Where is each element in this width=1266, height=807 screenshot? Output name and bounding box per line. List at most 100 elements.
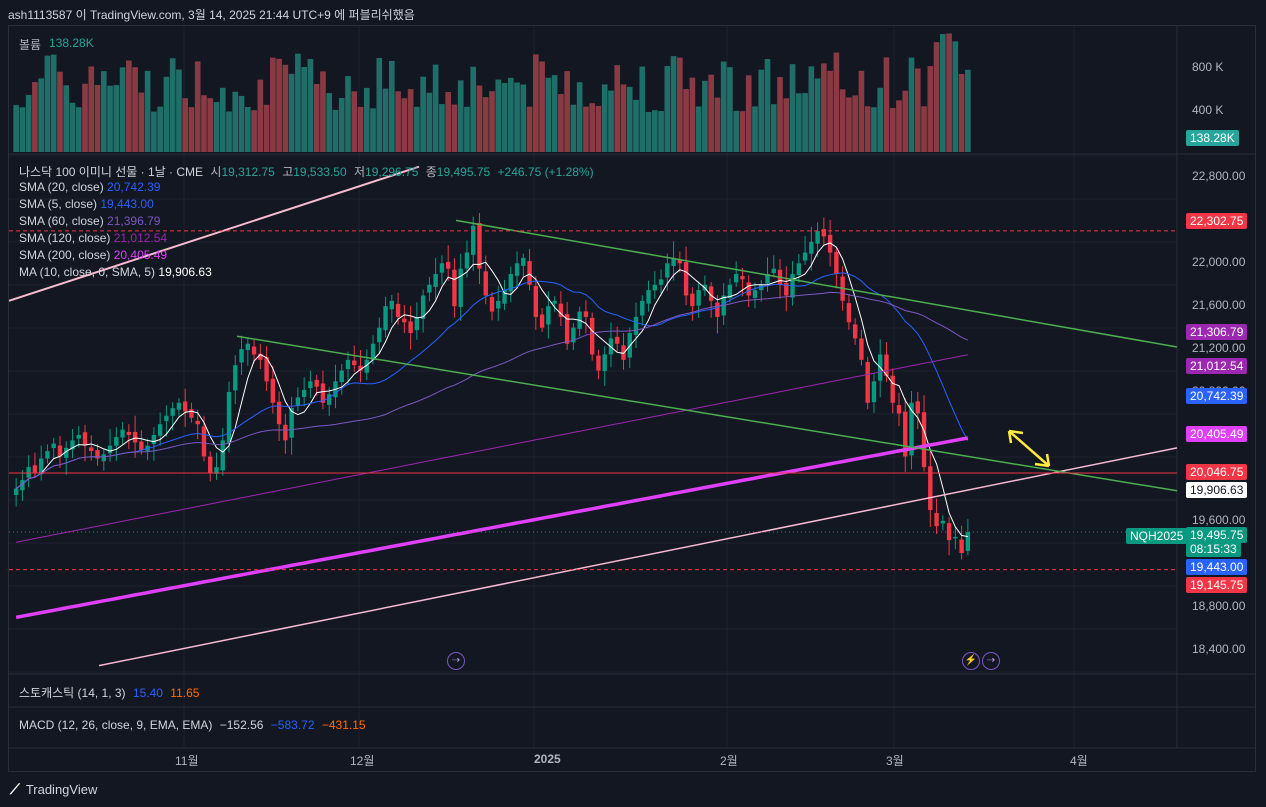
macd-signal: −431.15: [321, 718, 366, 732]
candle-body: [208, 456, 213, 473]
lightning-event-icon[interactable]: ⚡: [962, 652, 980, 670]
candle-body: [746, 282, 751, 296]
candle-body: [126, 431, 132, 435]
footer: ⟋ TradingView: [10, 781, 97, 798]
volume-bar: [276, 58, 282, 152]
price-tag: 21,306.79: [1186, 324, 1248, 340]
volume-bar: [32, 82, 38, 152]
volume-bar: [301, 66, 307, 152]
candle-body: [558, 303, 564, 317]
indicator-row[interactable]: MA (10, close, 0, SMA, 5) 19,906.63: [19, 265, 212, 279]
volume-bar: [295, 53, 301, 152]
volume-bar: [50, 54, 57, 152]
volume-bar: [514, 82, 520, 152]
volume-bar: [382, 88, 389, 152]
candle-body: [765, 274, 770, 284]
indicator-name: SMA (120, close): [19, 231, 111, 245]
candle-body: [514, 263, 520, 276]
volume-bar: [914, 68, 921, 152]
candle-body: [546, 306, 551, 325]
candle-body: [802, 252, 808, 261]
chart-canvas[interactable]: [9, 26, 1256, 772]
volume-bar: [138, 92, 145, 152]
candle-body: [314, 379, 319, 387]
volume-bar: [332, 109, 339, 152]
volume-bar: [839, 89, 846, 152]
indicator-row[interactable]: SMA (60, close) 21,396.79: [19, 214, 160, 228]
indicator-row[interactable]: SMA (200, close) 20,405.49: [19, 248, 167, 262]
price-tick: 21,200.00: [1192, 341, 1246, 356]
chart-frame[interactable]: 볼륨 138.28K 나스닥 100 이미니 선물 · 1날 · CME 시19…: [8, 25, 1256, 772]
candle-body: [809, 241, 814, 254]
candle-body: [201, 426, 207, 457]
indicator-name: SMA (20, close): [19, 180, 104, 194]
volume-bar: [388, 60, 395, 152]
volume-bar: [871, 107, 877, 152]
candle-body: [596, 355, 601, 371]
volume-bar: [507, 77, 514, 152]
candle-body: [827, 234, 833, 253]
candle-body: [564, 314, 570, 344]
macd-hist: −152.56: [219, 718, 264, 732]
price-tag: 08:15:33: [1186, 541, 1241, 557]
volume-bar: [558, 94, 564, 152]
candle-body: [552, 300, 557, 304]
volume-bar: [282, 64, 289, 152]
sma20-line: [15, 272, 969, 490]
price-tick: 22,800.00: [1192, 169, 1246, 184]
volume-bar: [576, 82, 583, 152]
sma120-line: [15, 354, 968, 543]
volume-bar: [758, 69, 765, 152]
candle-body: [940, 520, 946, 524]
price-tag: 20,742.39: [1186, 388, 1248, 404]
indicator-row[interactable]: SMA (5, close) 19,443.00: [19, 197, 154, 211]
volume-bar: [940, 34, 946, 152]
candle-body: [859, 338, 864, 360]
indicator-value: 19,443.00: [97, 197, 154, 211]
candle-body: [395, 303, 401, 317]
volume-bar: [689, 77, 696, 152]
volume-bar: [182, 98, 189, 152]
indicator-row[interactable]: SMA (20, close) 20,742.39: [19, 180, 160, 194]
dividend-event-icon[interactable]: ⇢: [447, 652, 465, 670]
volume-bar: [188, 107, 195, 152]
volume-bar: [464, 106, 470, 152]
candle-body: [921, 412, 927, 468]
volume-bar: [896, 100, 902, 152]
volume-bar: [733, 110, 740, 152]
candle-body: [852, 324, 858, 339]
stoch-d: 11.65: [170, 686, 200, 700]
candle-body: [633, 316, 639, 335]
indicator-name: SMA (60, close): [19, 214, 104, 228]
volume-bar: [201, 95, 207, 152]
time-tick: 2025: [534, 752, 561, 766]
volume-bar: [313, 83, 320, 152]
candle-body: [727, 284, 733, 299]
volume-bar: [952, 41, 959, 152]
candle-body: [57, 445, 63, 457]
volume-bar: [251, 110, 257, 152]
indicator-row[interactable]: SMA (120, close) 21,012.54: [19, 231, 167, 245]
volume-bar: [639, 66, 646, 152]
volume-bar: [614, 65, 621, 152]
split-event-icon[interactable]: ⇢: [982, 652, 1000, 670]
candle-body: [427, 284, 432, 293]
volume-bar: [19, 107, 26, 152]
indicator-value: 20,405.49: [110, 248, 168, 262]
volume-bar: [395, 91, 401, 152]
candle-body: [759, 284, 764, 291]
volume-bar: [151, 111, 157, 152]
candle-body: [658, 279, 664, 285]
volume-bar: [482, 97, 489, 152]
candle-body: [345, 359, 351, 370]
candle-body: [683, 262, 689, 296]
candle-body: [164, 415, 169, 422]
volume-bar: [25, 94, 32, 152]
volume-bar: [119, 67, 126, 152]
volume-bar: [238, 95, 245, 152]
candle-body: [589, 317, 595, 355]
volume-bar: [176, 69, 182, 152]
candle-body: [652, 284, 657, 291]
macd-legend: MACD (12, 26, close, 9, EMA, EMA) −152.5…: [19, 718, 366, 732]
candle-body: [846, 303, 852, 323]
